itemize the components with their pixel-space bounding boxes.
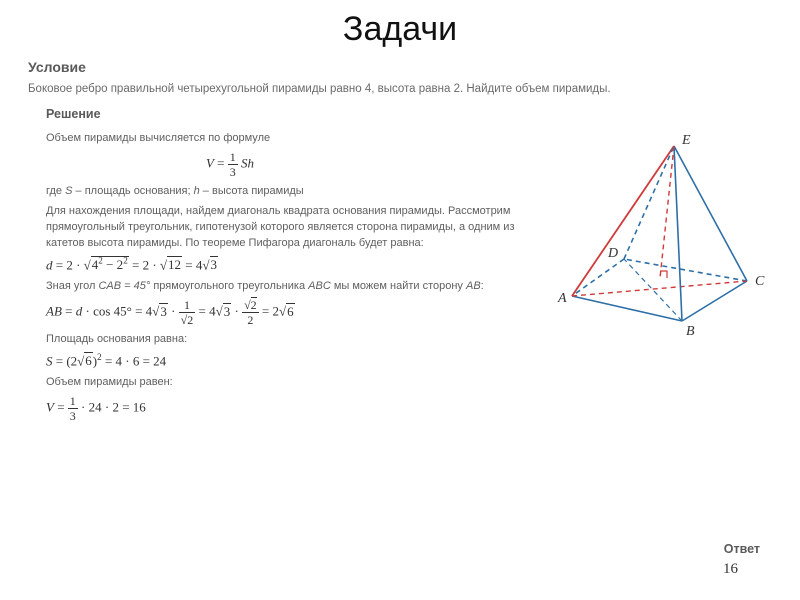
p4-d: : — [481, 280, 484, 292]
condition-heading: Условие — [28, 59, 772, 75]
page: Задачи Условие Боковое ребро правильной … — [0, 0, 800, 600]
svg-text:C: C — [755, 274, 765, 289]
solution-p1: Объем пирамиды вычисляется по формуле — [46, 131, 534, 147]
content-columns: Объем пирамиды вычисляется по формуле V … — [28, 127, 772, 428]
formula-ab: AB = d · cos 45° = 4√3 · 1√2 = 4√3 · √22… — [46, 299, 534, 326]
p4-tri: ABC — [308, 280, 331, 292]
solution-body: Объем пирамиды вычисляется по формуле V … — [28, 127, 534, 428]
svg-text:E: E — [681, 133, 691, 148]
svg-text:D: D — [607, 246, 618, 261]
solution-p4: Зная угол CAB = 45° прямоугольного треуг… — [46, 279, 534, 295]
page-title: Задачи — [28, 10, 772, 49]
p4-a: Зная угол — [46, 280, 98, 292]
pyramid-diagram: A B C D E — [542, 131, 772, 341]
diagram-container: A B C D E — [542, 127, 772, 428]
solution-p5: Площадь основания равна: — [46, 332, 534, 348]
solution-p3: Для нахождения площади, найдем диагональ… — [46, 204, 534, 252]
svg-text:A: A — [557, 291, 567, 306]
condition-text: Боковое ребро правильной четырехугольной… — [28, 81, 772, 97]
formula-volume-final: V = 13 · 24 · 2 = 16 — [46, 395, 534, 422]
formula-area: S = (2√6)2 = 4 · 6 = 24 — [46, 352, 534, 369]
p2-mid: – площадь основания; — [72, 185, 193, 197]
p2-prefix: где — [46, 185, 65, 197]
p4-b: прямоугольного треугольника — [150, 280, 308, 292]
p4-angle: CAB = 45° — [98, 280, 150, 292]
p4-c: мы можем найти сторону — [331, 280, 466, 292]
formula-diagonal: d = 2 · √42 − 22 = 2 · √12 = 4√3 — [46, 256, 534, 273]
answer-value: 16 — [723, 561, 738, 578]
solution-heading: Решение — [46, 107, 772, 121]
p2-suffix: – высота пирамиды — [200, 185, 304, 197]
solution-p2: где S – площадь основания; h – высота пи… — [46, 184, 534, 200]
formula-volume: V = 13 Sh — [46, 151, 534, 178]
p4-side: AB — [466, 280, 481, 292]
svg-text:B: B — [686, 324, 695, 339]
solution-p6: Объем пирамиды равен: — [46, 375, 534, 391]
answer-heading: Ответ — [724, 542, 760, 556]
